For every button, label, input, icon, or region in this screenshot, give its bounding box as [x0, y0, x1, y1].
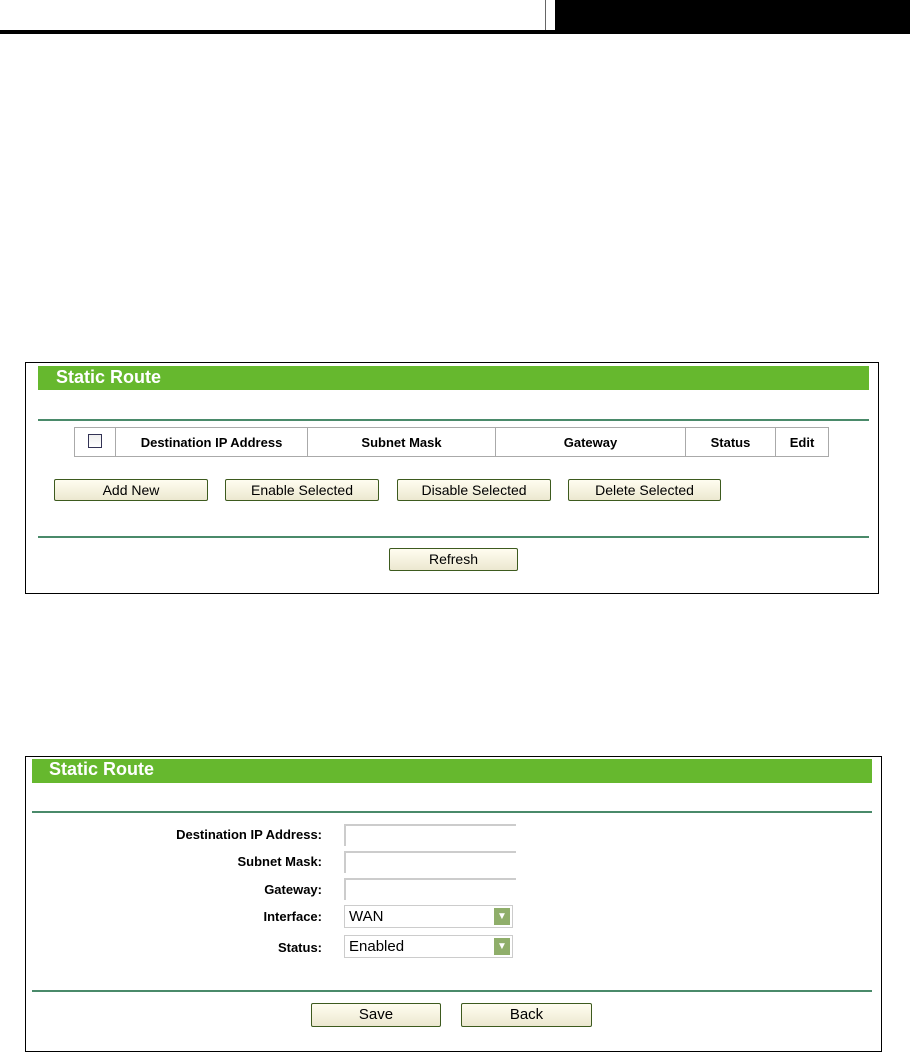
subnet-mask-label: Subnet Mask: — [237, 854, 322, 869]
subnet-mask-input[interactable] — [344, 851, 516, 873]
interface-value: WAN — [349, 908, 384, 925]
interface-select[interactable]: WAN ▼ — [344, 905, 513, 928]
col-gateway: Gateway — [495, 427, 686, 457]
select-all-cell — [74, 427, 116, 457]
panel-title: Static Route — [38, 366, 869, 390]
col-edit: Edit — [775, 427, 829, 457]
divider — [32, 811, 872, 813]
page-header-rule — [0, 30, 910, 34]
col-destination: Destination IP Address — [115, 427, 308, 457]
back-button[interactable]: Back — [461, 1003, 592, 1027]
destination-ip-label: Destination IP Address: — [176, 827, 322, 842]
status-select[interactable]: Enabled ▼ — [344, 935, 513, 958]
chevron-down-icon[interactable]: ▼ — [494, 938, 510, 955]
col-subnet-mask: Subnet Mask — [307, 427, 496, 457]
static-route-form-panel — [25, 756, 882, 1052]
divider — [38, 419, 869, 421]
divider — [38, 536, 869, 538]
static-route-table: Destination IP Address Subnet Mask Gatew… — [74, 427, 829, 457]
col-status: Status — [685, 427, 776, 457]
static-route-list-panel: Static Route Destination IP Address Subn… — [25, 362, 879, 594]
status-label: Status: — [277, 940, 322, 955]
panel-title: Static Route — [32, 759, 872, 783]
delete-selected-button[interactable]: Delete Selected — [568, 479, 721, 501]
page-header-separator — [545, 0, 546, 32]
enable-selected-button[interactable]: Enable Selected — [225, 479, 379, 501]
chevron-down-icon[interactable]: ▼ — [494, 908, 510, 925]
refresh-button[interactable]: Refresh — [389, 548, 518, 571]
gateway-label: Gateway: — [264, 882, 322, 897]
disable-selected-button[interactable]: Disable Selected — [397, 479, 551, 501]
divider — [32, 990, 872, 992]
select-all-checkbox[interactable] — [88, 433, 102, 448]
destination-ip-input[interactable] — [344, 824, 516, 846]
gateway-input[interactable] — [344, 878, 516, 900]
save-button[interactable]: Save — [311, 1003, 441, 1027]
status-value: Enabled — [349, 938, 405, 955]
page-header-block — [555, 0, 910, 34]
table-header-row: Destination IP Address Subnet Mask Gatew… — [74, 427, 829, 457]
add-new-button[interactable]: Add New — [54, 479, 208, 501]
interface-label: Interface: — [263, 909, 322, 924]
